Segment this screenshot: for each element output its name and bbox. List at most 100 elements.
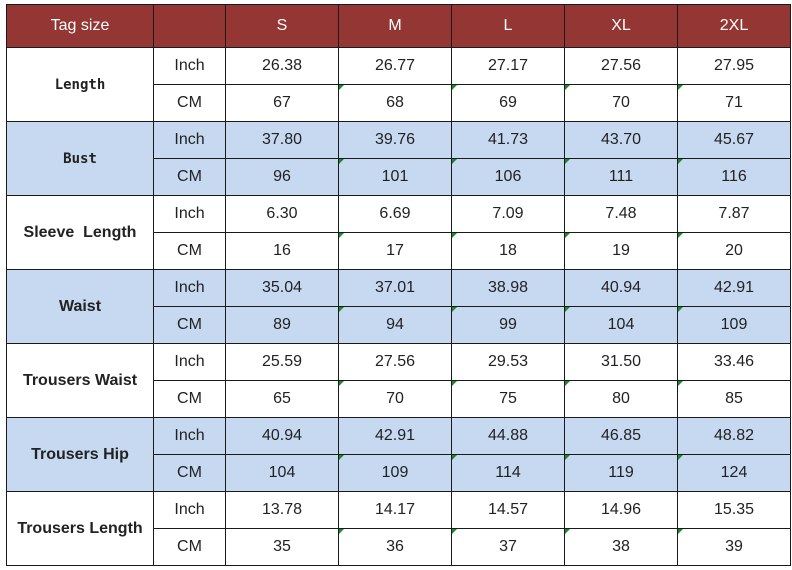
cell-corner-marker [565,85,570,90]
value-cell: 45.67 [677,121,791,159]
measurement-label: Bust [6,121,154,196]
table-row: CM 96 101 106 111 116 [7,158,791,196]
value-text: 37.80 [261,131,303,148]
value-cell: 31.50 [564,343,678,381]
table-row: Trousers Waist Inch 25.59 27.56 29.53 31.50 33… [6,343,791,418]
table-row: Trousers Hip Inch 40.94 42.91 44.88 46.85 48.8… [6,417,791,492]
measurement-label: Waist [6,269,154,344]
cell-corner-marker [339,307,344,312]
value-text: 75 [499,390,517,407]
value-cell: 109 [338,454,452,492]
value-cell: 26.38 [225,47,339,85]
value-text: 69 [499,94,517,111]
unit-cell: CM [153,454,226,492]
value-text: 41.73 [487,131,529,148]
cell-corner-marker [452,455,457,460]
value-cell: 99 [451,306,565,344]
size-chart-table: Tag size S M L XL 2XL Length Inch 26.38 26.… [6,4,791,566]
unit-cell: CM [153,528,226,566]
value-text: 45.67 [713,131,755,148]
table-row: CM 35 36 37 38 39 [7,528,791,566]
value-cell: 39.76 [338,121,452,159]
value-text: 70 [386,390,404,407]
value-text: 14.96 [600,501,642,518]
cell-corner-marker [339,159,344,164]
value-cell: 42.91 [338,417,452,455]
value-text: 27.56 [600,57,642,74]
value-text: 6.30 [266,205,298,222]
cell-corner-marker [452,85,457,90]
value-text: 119 [608,464,634,481]
table-row: CM 65 70 75 80 85 [7,380,791,418]
unit-cell: CM [153,84,226,122]
value-cell: 18 [451,232,565,270]
size-chart-body: Length Inch 26.38 26.77 27.17 27.56 27.95 CM 67 6… [6,47,791,566]
unit-cell: Inch [153,195,226,233]
value-text: 6.69 [379,205,411,222]
value-cell: 39 [677,528,791,566]
value-cell: 15.35 [677,491,791,529]
value-text: 71 [725,94,743,111]
value-text: 101 [381,168,409,185]
value-text: 99 [499,316,517,333]
value-text: 37 [499,538,517,555]
value-text: 16 [273,242,291,259]
unit-cell: CM [153,306,226,344]
cell-corner-marker [678,307,683,312]
unit-cell: Inch [153,417,226,455]
value-cell: 65 [225,380,339,418]
value-cell: 14.57 [451,491,565,529]
value-text: 70 [612,94,630,111]
measurement-label: Length [6,47,154,122]
cell-corner-marker [678,159,683,164]
value-cell: 94 [338,306,452,344]
cell-corner-marker [565,159,570,164]
value-text: 48.82 [713,427,755,444]
value-text: 39 [725,538,743,555]
value-text: 17 [386,242,404,259]
value-cell: 19 [564,232,678,270]
cell-corner-marker [339,85,344,90]
unit-cell: Inch [153,491,226,529]
table-row: Length Inch 26.38 26.77 27.17 27.56 27.95 [6,47,791,122]
value-text: 65 [273,390,291,407]
value-cell: 20 [677,232,791,270]
value-cell: 69 [451,84,565,122]
value-text: 33.46 [713,353,755,370]
unit-cell: Inch [153,343,226,381]
value-cell: 36 [338,528,452,566]
value-cell: 37.80 [225,121,339,159]
value-text: 85 [725,390,743,407]
value-cell: 25.59 [225,343,339,381]
unit-cell: CM [153,232,226,270]
value-text: 14.17 [374,501,416,518]
value-cell: 96 [225,158,339,196]
cell-corner-marker [339,529,344,534]
value-cell: 14.96 [564,491,678,529]
value-text: 42.91 [374,427,416,444]
unit-cell: CM [153,380,226,418]
value-cell: 37 [451,528,565,566]
value-cell: 37.01 [338,269,452,307]
cell-corner-marker [678,455,683,460]
cell-corner-marker [678,529,683,534]
value-text: 35.04 [261,279,303,296]
value-cell: 89 [225,306,339,344]
value-text: 31.50 [600,353,642,370]
value-text: 42.91 [713,279,755,296]
value-cell: 27.17 [451,47,565,85]
value-cell: 104 [225,454,339,492]
value-text: 39.76 [374,131,416,148]
value-cell: 106 [451,158,565,196]
value-cell: 6.69 [338,195,452,233]
cell-corner-marker [565,455,570,460]
value-cell: 70 [564,84,678,122]
value-cell: 71 [677,84,791,122]
header-row: Tag size S M L XL 2XL [6,4,791,48]
table-row: Waist Inch 35.04 37.01 38.98 40.94 42.91 [6,269,791,344]
value-text: 94 [386,316,404,333]
value-text: 25.59 [261,353,303,370]
cell-corner-marker [565,381,570,386]
cell-corner-marker [452,233,457,238]
